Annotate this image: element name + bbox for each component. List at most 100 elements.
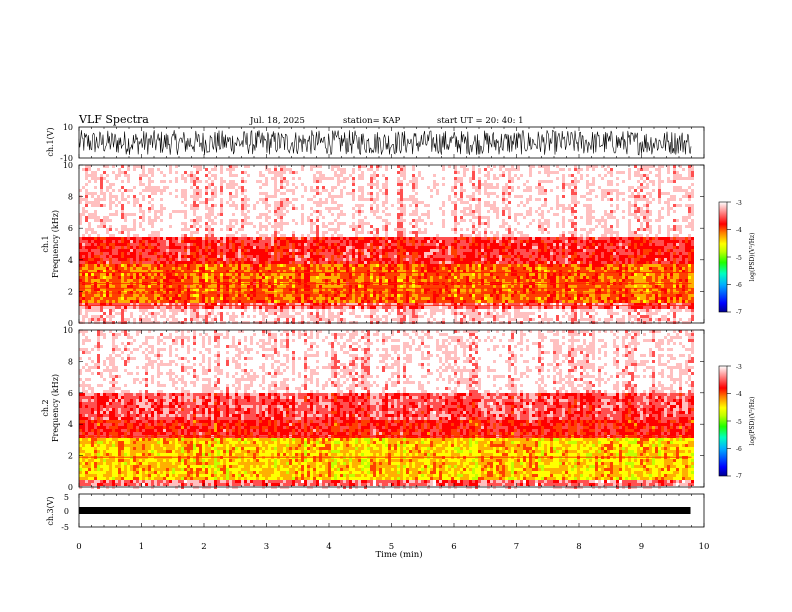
spectrogram-cell xyxy=(151,294,154,297)
spectrogram-cell xyxy=(91,258,94,261)
spectrogram-cell xyxy=(97,183,100,186)
spectrogram-cell xyxy=(85,318,88,321)
spectrogram-cell xyxy=(106,207,109,210)
spectrogram-cell xyxy=(97,294,100,297)
spectrogram-cell xyxy=(145,171,148,174)
spectrogram-cell xyxy=(121,297,124,300)
spectrogram-cell xyxy=(79,219,82,222)
spectrogram-cell xyxy=(106,264,109,267)
spectrogram-cell xyxy=(97,276,100,279)
spectrogram-cell xyxy=(88,312,91,315)
spectrogram-cell xyxy=(148,279,151,282)
spectrogram-cell xyxy=(151,315,154,318)
spectrogram-cell xyxy=(136,264,139,267)
spectrogram-cell xyxy=(130,189,133,192)
spectrogram-cell xyxy=(112,264,115,267)
spectrogram-cell xyxy=(94,213,97,216)
spectrogram-cell xyxy=(127,219,130,222)
spectrogram-cell xyxy=(100,189,103,192)
spectrogram-cell xyxy=(79,168,82,171)
spectrogram-cell xyxy=(91,294,94,297)
spectrogram-cell xyxy=(151,300,154,303)
spectrogram-cell xyxy=(136,267,139,270)
spectrogram-cell xyxy=(100,261,103,264)
spectrogram-cell xyxy=(133,285,136,288)
spectrogram-cell xyxy=(103,285,106,288)
spectrogram-cell xyxy=(151,249,154,252)
spectrogram-cell xyxy=(112,249,115,252)
spectrogram-cell xyxy=(79,246,82,249)
spectrogram-cell xyxy=(121,228,124,231)
spectrogram-cell xyxy=(82,240,85,243)
spectrogram-cell xyxy=(94,177,97,180)
spectrogram-cell xyxy=(82,219,85,222)
spectrogram-cell xyxy=(88,279,91,282)
spectrogram-cell xyxy=(97,264,100,267)
spectrogram-cell xyxy=(94,306,97,309)
spectrogram-cell xyxy=(91,291,94,294)
spectrogram-cell xyxy=(124,315,127,318)
spectrogram-cell xyxy=(151,195,154,198)
spectrogram-cell xyxy=(97,225,100,228)
spectrogram-cell xyxy=(145,246,148,249)
spectrogram-cell xyxy=(121,273,124,276)
spectrogram-cell xyxy=(142,297,145,300)
spectrogram-cell xyxy=(139,258,142,261)
spectrogram-cell xyxy=(94,201,97,204)
spectrogram-cell xyxy=(127,291,130,294)
spectrogram-cell xyxy=(106,291,109,294)
spectrogram-cell xyxy=(148,261,151,264)
spectrogram-cell xyxy=(154,195,157,198)
spectrogram-cell xyxy=(103,207,106,210)
spectrogram-cell xyxy=(118,171,121,174)
spectrogram-cell xyxy=(145,297,148,300)
spectrogram-cell xyxy=(142,204,145,207)
spectrogram-cell xyxy=(127,231,130,234)
spectrogram-cell xyxy=(100,195,103,198)
spectrogram-cell xyxy=(145,222,148,225)
spectrogram-cell xyxy=(106,267,109,270)
spectrogram-cell xyxy=(124,234,127,237)
spectrogram-cell xyxy=(91,315,94,318)
spectrogram-cell xyxy=(100,312,103,315)
spectrogram-cell xyxy=(121,204,124,207)
spectrogram-cell xyxy=(94,297,97,300)
spectrogram-cell xyxy=(151,174,154,177)
spectrogram-cell xyxy=(151,213,154,216)
spectrogram-cell xyxy=(91,183,94,186)
spectrogram-cell xyxy=(130,255,133,258)
spectrogram-cell xyxy=(112,318,115,321)
spectrogram-cell xyxy=(133,246,136,249)
spectrogram-cell xyxy=(145,243,148,246)
spectrogram-cell xyxy=(85,297,88,300)
spectrogram-cell xyxy=(100,306,103,309)
spectrogram-cell xyxy=(130,231,133,234)
spectrogram-cell xyxy=(103,315,106,318)
spectrogram-cell xyxy=(130,210,133,213)
spectrogram-cell xyxy=(139,210,142,213)
spectrogram-cell xyxy=(100,291,103,294)
spectrogram-cell xyxy=(154,189,157,192)
spectrogram-cell xyxy=(127,225,130,228)
spectrogram-cell xyxy=(139,180,142,183)
spectrogram-cell xyxy=(145,273,148,276)
spectrogram-cell xyxy=(85,309,88,312)
spectrogram-cell xyxy=(124,249,127,252)
spectrogram-cell xyxy=(115,309,118,312)
spectrogram-cell xyxy=(121,177,124,180)
spectrogram-cell xyxy=(118,267,121,270)
spectrogram-cell xyxy=(142,309,145,312)
spectrogram-cell xyxy=(106,249,109,252)
spectrogram-cell xyxy=(130,171,133,174)
spectrogram-cell xyxy=(127,246,130,249)
spectrogram-cell xyxy=(103,300,106,303)
spectrogram-cell xyxy=(118,237,121,240)
spectrogram-cell xyxy=(121,321,124,324)
spectrogram-cell xyxy=(106,234,109,237)
spectrogram-cell xyxy=(112,315,115,318)
spectrogram-cell xyxy=(82,237,85,240)
ch1-spectrogram-cells xyxy=(79,165,694,324)
spectrogram-cell xyxy=(91,186,94,189)
spectrogram-cell xyxy=(121,174,124,177)
spectrogram-cell xyxy=(142,258,145,261)
